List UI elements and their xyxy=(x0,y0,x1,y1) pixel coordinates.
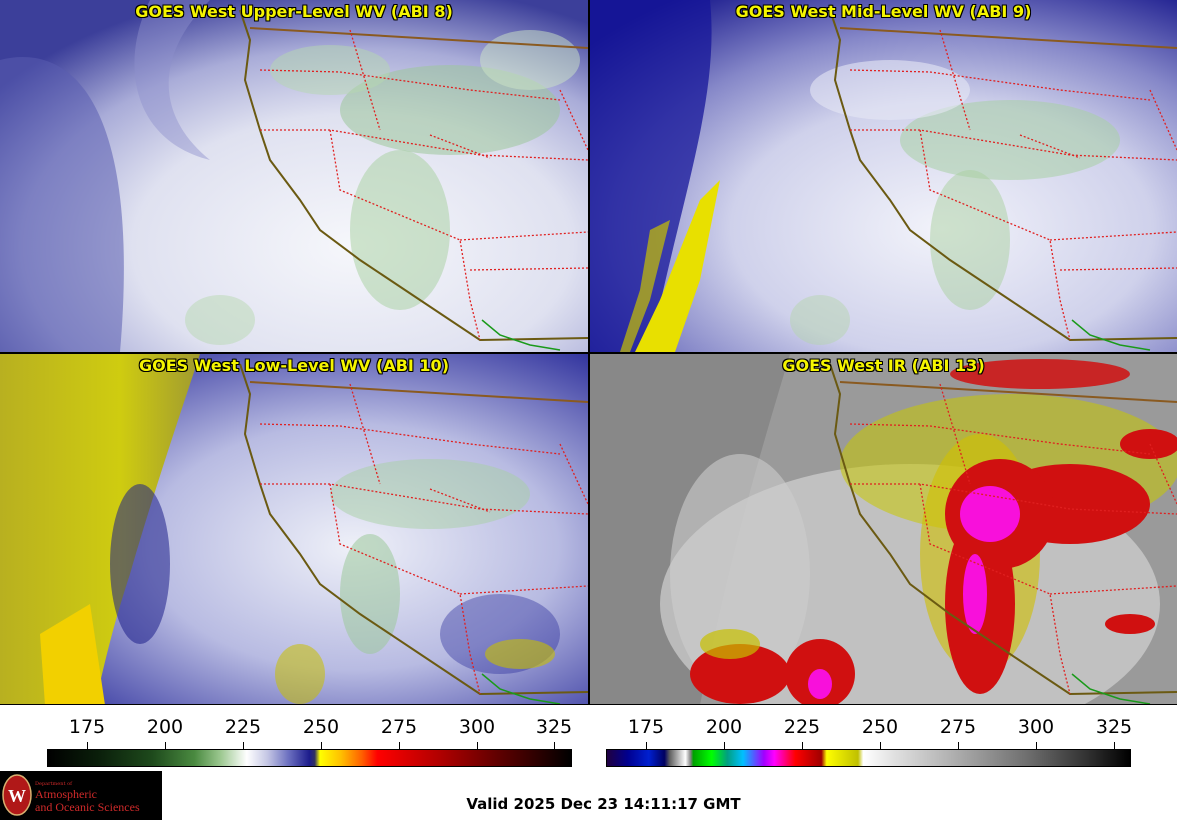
panel-mid-level-wv: GOES West Mid-Level WV (ABI 9) xyxy=(590,0,1177,352)
tick-mark xyxy=(321,742,322,750)
panel-divider-bottom xyxy=(0,704,1177,705)
colorbar-wv xyxy=(47,749,572,767)
aos-logo: W Department of Atmospheric and Oceanic … xyxy=(0,771,162,820)
tick-mark xyxy=(880,742,881,750)
tick-label: 250 xyxy=(302,716,340,738)
seal-letter: W xyxy=(8,786,26,806)
colorbar-right-ticks: 175 200 225 250 275 300 325 xyxy=(606,716,1133,750)
tick-label: 300 xyxy=(458,716,496,738)
valid-time: Valid 2025 Dec 23 14:11:17 GMT xyxy=(466,795,741,813)
tick-mark xyxy=(87,742,88,750)
panel-low-level-wv: GOES West Low-Level WV (ABI 10) xyxy=(0,354,588,705)
tick-mark xyxy=(802,742,803,750)
uw-seal-icon: W xyxy=(2,774,32,816)
tick-label: 275 xyxy=(380,716,418,738)
tick-label: 225 xyxy=(783,716,821,738)
tick-label: 225 xyxy=(224,716,262,738)
colorbar-ir xyxy=(606,749,1131,767)
tick-mark xyxy=(477,742,478,750)
tick-label: 200 xyxy=(705,716,743,738)
wv-upper-image xyxy=(0,0,588,352)
tick-mark xyxy=(243,742,244,750)
tick-mark xyxy=(646,742,647,750)
logo-line1: Atmospheric xyxy=(35,787,97,801)
tick-label: 250 xyxy=(861,716,899,738)
tick-mark xyxy=(554,742,555,750)
tick-mark xyxy=(724,742,725,750)
tick-label: 300 xyxy=(1017,716,1055,738)
tick-label: 175 xyxy=(627,716,665,738)
logo-dept: Department of xyxy=(35,781,72,787)
panel-ir: GOES West IR (ABI 13) xyxy=(590,354,1177,705)
tick-label: 200 xyxy=(146,716,184,738)
logo-line2: and Oceanic Sciences xyxy=(35,800,140,814)
panel-upper-level-wv: GOES West Upper-Level WV (ABI 8) xyxy=(0,0,588,352)
wv-low-image xyxy=(0,354,588,705)
tick-mark xyxy=(399,742,400,750)
colorbar-left-ticks: 175 200 225 250 275 300 325 xyxy=(47,716,573,750)
panel-divider-horizontal xyxy=(0,352,1177,354)
tick-label: 325 xyxy=(535,716,573,738)
tick-mark xyxy=(165,742,166,750)
tick-mark xyxy=(958,742,959,750)
tick-label: 175 xyxy=(68,716,106,738)
tick-mark xyxy=(1036,742,1037,750)
tick-mark xyxy=(1114,742,1115,750)
ir-image xyxy=(590,354,1177,705)
tick-label: 275 xyxy=(939,716,977,738)
wv-mid-image xyxy=(590,0,1177,352)
tick-label: 325 xyxy=(1095,716,1133,738)
